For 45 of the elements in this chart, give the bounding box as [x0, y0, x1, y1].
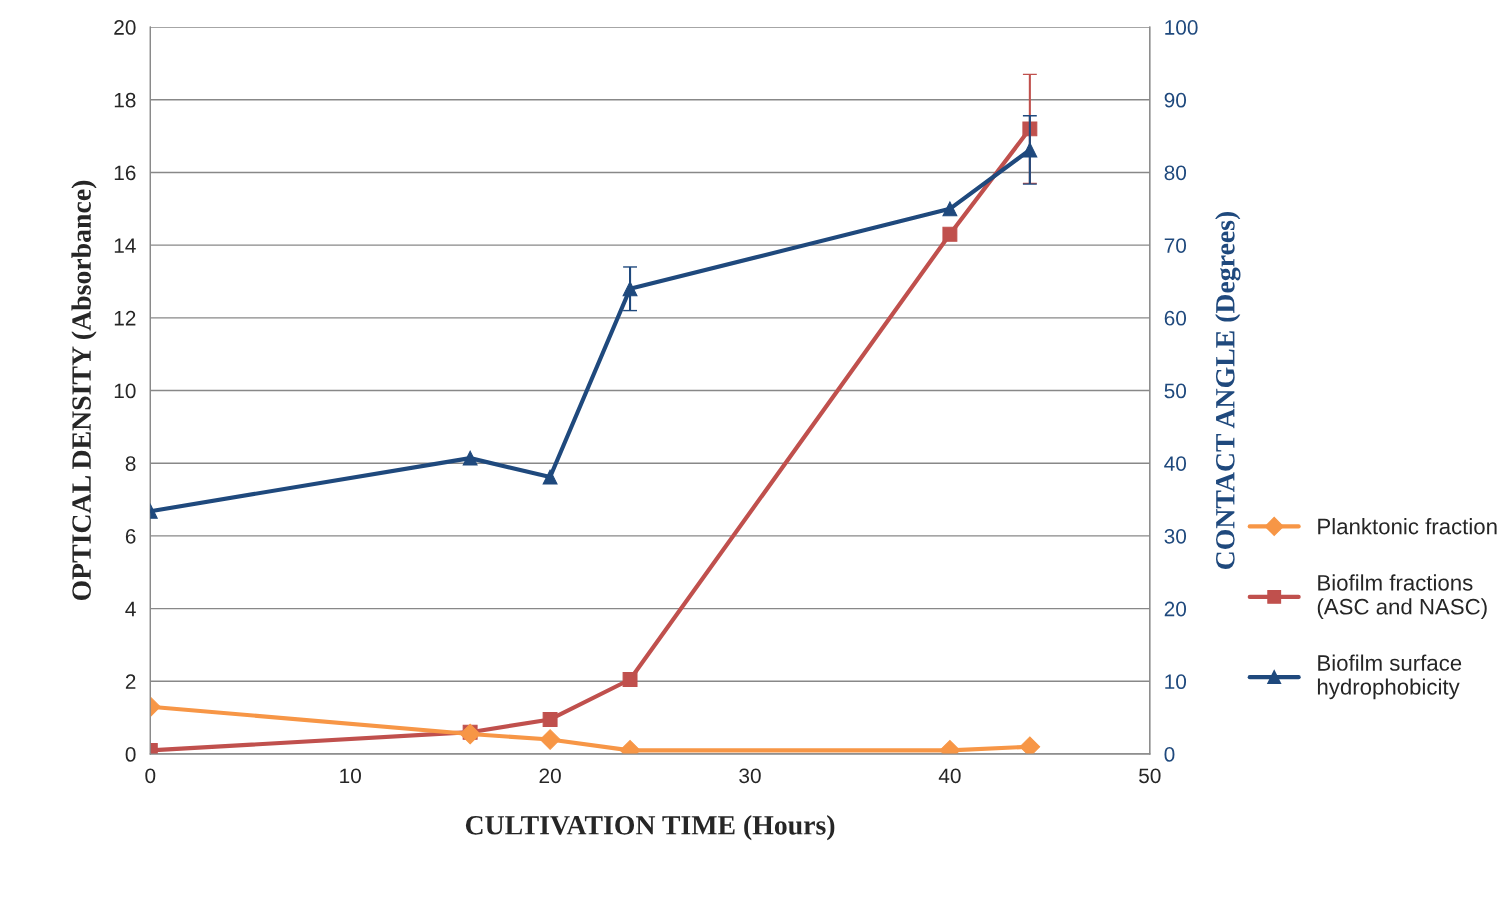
y-tick-label: 6: [125, 528, 136, 544]
point: [459, 723, 481, 745]
y-tick-label: 16: [114, 165, 136, 181]
point: [462, 450, 478, 466]
legend-label: Biofilm fractions (ASC and NASC): [1317, 574, 1487, 619]
y-axis-title: OPTICAL DENSITY (Absorbance): [71, 180, 97, 601]
x-tick-label: 0: [145, 768, 156, 784]
y-tick-label: 12: [114, 310, 136, 326]
y-tick-label: 4: [125, 601, 136, 617]
point: [622, 672, 638, 687]
y2-axis-title: CONTACT ANGLE (Degrees): [1215, 211, 1241, 569]
y-tick-label: 14: [114, 238, 136, 253]
y2-tick-label: 20: [1164, 601, 1187, 617]
y2-tick-label: 70: [1164, 238, 1187, 253]
x-axis-title: CULTIVATION TIME (Hours): [465, 815, 835, 841]
y2-tick-label: 60: [1164, 310, 1187, 326]
y2-tick-label: 40: [1164, 456, 1187, 471]
x-tick-label: 40: [938, 768, 961, 784]
point: [542, 469, 558, 485]
y2-tick-label: 90: [1164, 92, 1187, 108]
point: [622, 281, 638, 297]
y-tick-label: 18: [114, 92, 136, 108]
y2-tick-label: 0: [1164, 747, 1175, 762]
x-tick-label: 20: [539, 768, 561, 784]
legend-label: Planktonic fraction: [1318, 518, 1497, 535]
point: [1019, 736, 1041, 755]
y2-tick-label: 50: [1164, 383, 1187, 399]
point: [542, 712, 558, 727]
x-tick-label: 30: [739, 768, 761, 784]
point: [1022, 142, 1038, 158]
y2-tick-label: 30: [1164, 528, 1187, 544]
y-tick-label: 20: [114, 20, 136, 35]
legend-label: Biofilm surface hydrophobicity: [1317, 654, 1462, 700]
point: [539, 729, 561, 750]
y2-tick-label: 80: [1164, 165, 1187, 181]
y-tick-label: 0: [125, 747, 136, 762]
x-tick-label: 50: [1139, 768, 1161, 784]
point: [942, 226, 958, 242]
y2-tick-label: 100: [1165, 20, 1198, 35]
y-tick-label: 10: [114, 383, 136, 399]
x-tick-label: 10: [340, 768, 361, 784]
point: [942, 201, 958, 217]
y2-tick-label: 10: [1165, 674, 1187, 690]
y-tick-label: 2: [125, 674, 136, 689]
y-tick-label: 8: [125, 456, 136, 471]
